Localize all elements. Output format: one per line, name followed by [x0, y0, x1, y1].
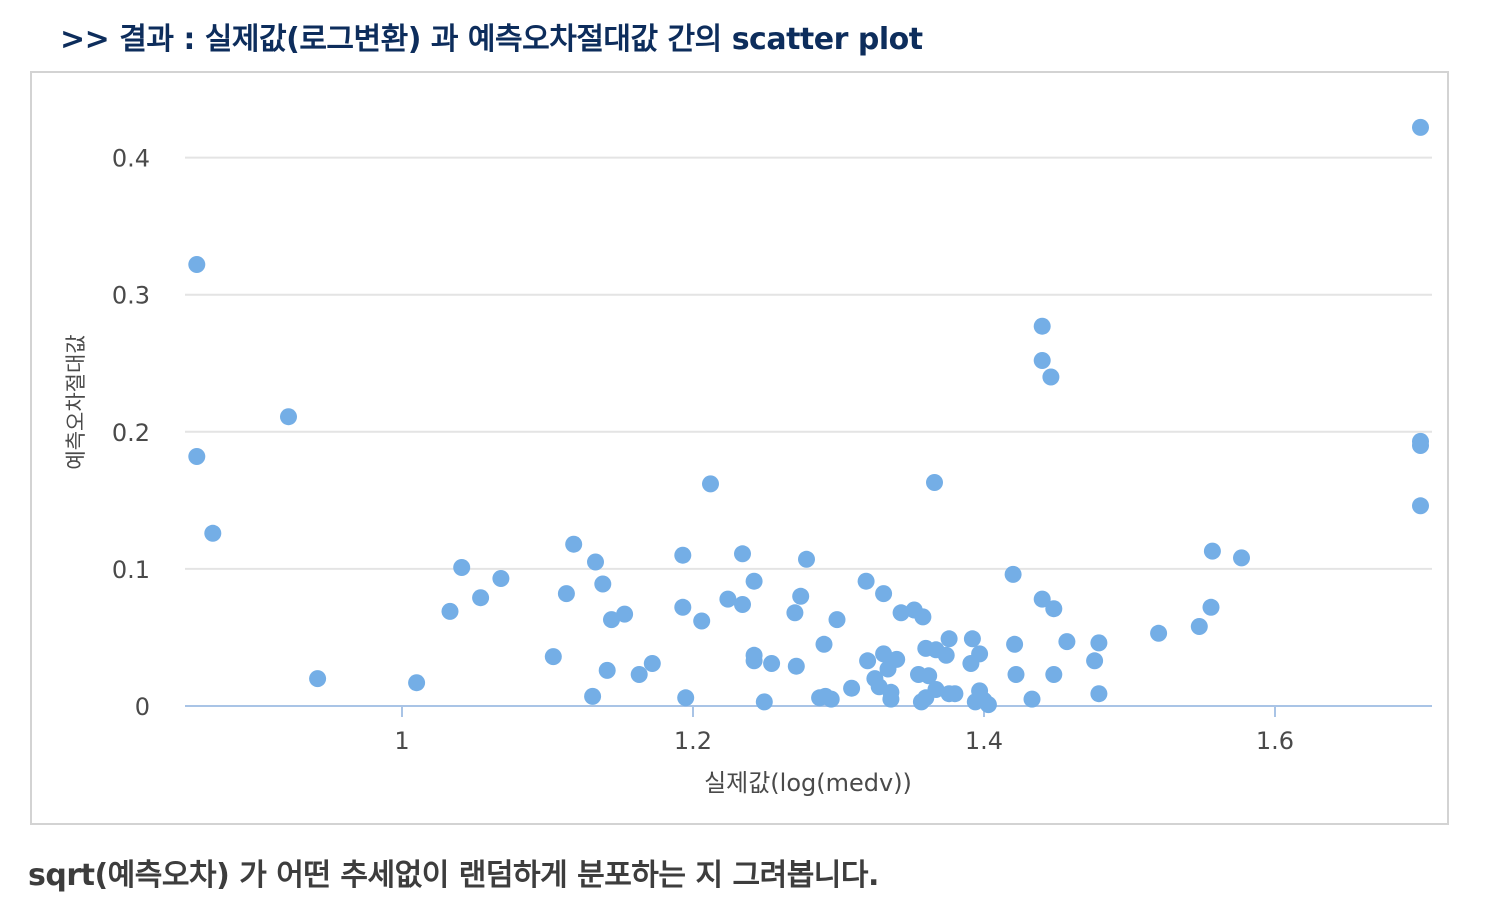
scatter-point	[787, 657, 805, 675]
scatter-point	[828, 611, 846, 629]
scatter-point	[963, 630, 981, 648]
scatter-point	[719, 590, 737, 608]
x-tick-label: 1.4	[965, 727, 1003, 755]
scatter-point	[892, 604, 910, 622]
scatter-point	[927, 681, 945, 698]
scatter-point	[1033, 352, 1051, 369]
scatter-point	[734, 545, 751, 563]
scatter-point	[309, 670, 327, 688]
scatter-point	[565, 535, 583, 553]
scatter-point	[875, 585, 893, 603]
scatter-point	[1202, 598, 1220, 616]
data-points	[188, 118, 1429, 714]
scatter-point	[946, 685, 964, 703]
scatter-point	[734, 596, 751, 613]
scatter-point	[544, 648, 562, 666]
scatter-point	[643, 655, 661, 672]
scatter-point	[1086, 652, 1104, 670]
scatter-point	[674, 598, 692, 616]
scatter-chart: 0 0.1 0.2 0.3 0.4 1 1.2 1.4 1.6 실제값(log(medv)) 예…	[30, 71, 1449, 825]
scatter-point	[857, 572, 875, 590]
scatter-point	[859, 652, 877, 670]
scatter-point	[598, 661, 616, 679]
chart-canvas: 0 0.1 0.2 0.3 0.4 1 1.2 1.4 1.6 실제값(log(medv)) 예…	[64, 118, 1432, 797]
scatter-point	[786, 604, 804, 622]
scatter-point	[453, 559, 471, 576]
scatter-point	[1045, 600, 1063, 618]
gridlines	[185, 156, 1432, 570]
scatter-point	[1090, 634, 1108, 652]
scatter-point	[693, 612, 711, 630]
scatter-point	[1058, 633, 1076, 651]
y-tick-label: 0.1	[112, 556, 150, 584]
y-axis-label: 예측오차절대값	[64, 334, 88, 469]
scatter-point	[1190, 618, 1208, 635]
scatter-point	[926, 474, 943, 491]
scatter-point	[822, 690, 840, 708]
scatter-point	[492, 570, 510, 587]
scatter-point	[280, 408, 297, 426]
x-axis-label: 실제값(log(medv))	[704, 769, 912, 797]
scatter-point	[798, 550, 815, 568]
scatter-point	[188, 448, 206, 465]
scatter-point	[603, 611, 620, 629]
axes: 0 0.1 0.2 0.3 0.4 1 1.2 1.4 1.6	[112, 145, 1432, 755]
scatter-point	[677, 689, 695, 707]
scatter-point	[584, 687, 602, 705]
y-tick-label: 0	[135, 693, 150, 721]
scatter-point	[1006, 635, 1024, 653]
scatter-point	[755, 693, 773, 711]
scatter-point	[587, 553, 604, 571]
scatter-point	[630, 666, 648, 683]
scatter-point	[1033, 317, 1051, 335]
scatter-point	[745, 652, 763, 670]
scatter-point	[971, 645, 989, 663]
scatter-point	[472, 589, 490, 607]
scatter-point	[792, 587, 810, 605]
scatter-point	[616, 605, 634, 623]
scatter-point	[882, 690, 900, 708]
scatter-point	[441, 602, 459, 620]
scatter-point	[875, 645, 893, 663]
scatter-point	[1007, 666, 1025, 683]
scatter-point	[1004, 565, 1022, 583]
scatter-point	[1233, 549, 1250, 567]
x-tick-label: 1	[394, 727, 409, 755]
page-heading: >> 결과 : 실제값(로그변환) 과 예측오차절대값 간의 scatter p…	[60, 22, 923, 57]
scatter-point	[888, 650, 906, 668]
scatter-point	[1412, 497, 1429, 515]
scatter-point	[1090, 685, 1108, 703]
scatter-point	[1042, 368, 1060, 386]
scatter-point	[745, 572, 763, 590]
scatter-point	[815, 635, 833, 653]
scatter-point	[914, 608, 932, 626]
page-caption: sqrt(예측오차) 가 어떤 추세없이 랜덤하게 분포하는 지 그려봅니다.	[28, 858, 879, 893]
scatter-point	[937, 646, 955, 664]
scatter-point	[940, 630, 958, 648]
scatter-point	[1412, 118, 1429, 136]
scatter-point	[557, 585, 575, 603]
y-tick-label: 0.4	[112, 145, 150, 173]
scatter-point	[1023, 690, 1041, 708]
scatter-point	[979, 696, 997, 714]
x-tick-label: 1.6	[1256, 727, 1294, 755]
scatter-point	[702, 475, 719, 493]
scatter-point	[674, 546, 692, 564]
y-tick-label: 0.3	[112, 282, 150, 310]
scatter-point	[920, 667, 938, 685]
scatter-point	[843, 679, 861, 697]
scatter-point	[408, 674, 426, 692]
scatter-point	[1412, 437, 1429, 454]
scatter-point	[763, 655, 781, 672]
scatter-point	[188, 256, 206, 273]
scatter-point	[1203, 542, 1221, 560]
x-tick-label: 1.2	[674, 727, 712, 755]
scatter-point	[1033, 590, 1051, 608]
scatter-point	[204, 524, 222, 542]
scatter-point	[1045, 666, 1063, 683]
y-tick-label: 0.2	[112, 419, 150, 447]
scatter-point	[1150, 624, 1168, 642]
scatter-point	[594, 575, 612, 593]
